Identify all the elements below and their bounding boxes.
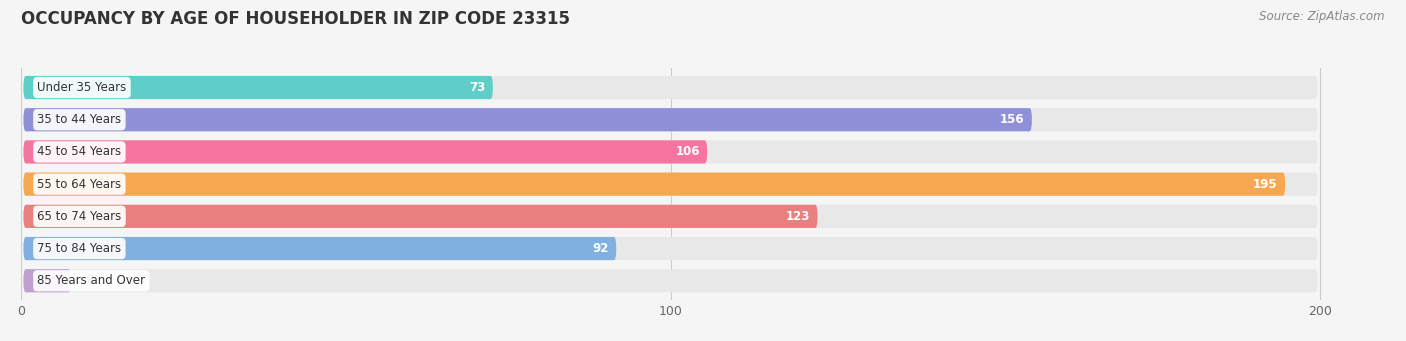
Text: 123: 123	[786, 210, 810, 223]
FancyBboxPatch shape	[24, 269, 1317, 292]
Text: OCCUPANCY BY AGE OF HOUSEHOLDER IN ZIP CODE 23315: OCCUPANCY BY AGE OF HOUSEHOLDER IN ZIP C…	[21, 10, 569, 28]
FancyBboxPatch shape	[24, 205, 1317, 228]
Text: 73: 73	[470, 81, 485, 94]
Text: 195: 195	[1253, 178, 1278, 191]
FancyBboxPatch shape	[24, 108, 1032, 131]
FancyBboxPatch shape	[24, 140, 1317, 164]
Text: 75 to 84 Years: 75 to 84 Years	[38, 242, 121, 255]
Text: 85 Years and Over: 85 Years and Over	[38, 274, 145, 287]
FancyBboxPatch shape	[24, 108, 1317, 131]
Text: 55 to 64 Years: 55 to 64 Years	[38, 178, 121, 191]
FancyBboxPatch shape	[24, 173, 1285, 196]
Text: 8: 8	[86, 274, 93, 287]
FancyBboxPatch shape	[24, 173, 1317, 196]
FancyBboxPatch shape	[24, 269, 70, 292]
Text: 45 to 54 Years: 45 to 54 Years	[38, 145, 121, 159]
FancyBboxPatch shape	[24, 205, 817, 228]
Text: Under 35 Years: Under 35 Years	[38, 81, 127, 94]
Text: 92: 92	[592, 242, 609, 255]
Text: 106: 106	[675, 145, 700, 159]
Text: 156: 156	[1000, 113, 1025, 126]
FancyBboxPatch shape	[24, 237, 1317, 260]
FancyBboxPatch shape	[24, 140, 707, 164]
FancyBboxPatch shape	[24, 76, 1317, 99]
FancyBboxPatch shape	[24, 76, 494, 99]
Text: 65 to 74 Years: 65 to 74 Years	[38, 210, 121, 223]
FancyBboxPatch shape	[24, 237, 616, 260]
Text: Source: ZipAtlas.com: Source: ZipAtlas.com	[1260, 10, 1385, 23]
Text: 35 to 44 Years: 35 to 44 Years	[38, 113, 121, 126]
